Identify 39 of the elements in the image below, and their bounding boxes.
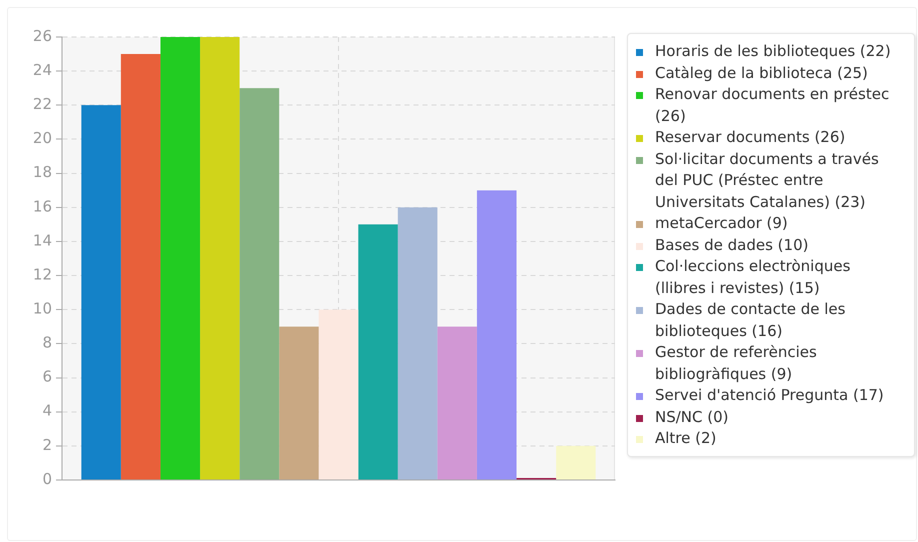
- legend-label: Col·leccions electròniques (llibres i revistes) (15): [655, 256, 852, 298]
- bar: [120, 54, 160, 480]
- y-tick-label: 22: [32, 95, 52, 114]
- y-tick-label: 26: [32, 26, 52, 45]
- legend-label: Dades de contacte de les biblioteques (16): [655, 299, 846, 342]
- bar: [160, 37, 200, 480]
- y-tick-label: 20: [32, 129, 52, 148]
- y-tick-label: 16: [32, 197, 52, 216]
- bar: [437, 326, 477, 480]
- y-tick-label: 14: [32, 231, 52, 250]
- y-tick-label: 8: [42, 334, 52, 352]
- legend-label: Sol·licitar documents a través del PUC (Préstec entre Universitats Catalanes) (23): [655, 148, 880, 212]
- bar: [556, 446, 596, 480]
- bar: [279, 326, 319, 480]
- y-tick-label: 4: [42, 402, 52, 420]
- legend-label: Horaris de les biblioteques (22): [655, 41, 891, 62]
- bar: [81, 105, 121, 480]
- y-tick-label: 10: [32, 300, 52, 318]
- y-tick-label: 12: [32, 265, 52, 284]
- legend-label: Altre (2): [655, 428, 716, 449]
- legend-label: metaCercador (9): [655, 213, 788, 234]
- legend-label: Gestor de referències bibliogràfiques (9): [655, 342, 818, 384]
- bar: [476, 190, 517, 480]
- bar: [318, 310, 358, 480]
- bar: [240, 88, 280, 480]
- legend-label: Renovar documents en préstec (26): [655, 84, 890, 126]
- y-tick-label: 0: [42, 470, 52, 488]
- y-tick-label: 6: [42, 368, 52, 386]
- y-tick-label: 2: [42, 436, 52, 454]
- bar: [358, 224, 398, 480]
- legend-label: Catàleg de la biblioteca (25): [655, 62, 868, 84]
- legend-label: Bases de dades (10): [655, 234, 808, 256]
- y-tick-label: 18: [32, 163, 52, 182]
- legend-label: NS/NC (0): [655, 406, 729, 428]
- bar: [200, 37, 240, 480]
- bar: [398, 207, 438, 480]
- legend-label: Reservar documents (26): [655, 127, 846, 148]
- y-tick-label: 24: [32, 60, 52, 79]
- legend-label: Servei d'atenció Pregunta (17): [655, 385, 884, 406]
